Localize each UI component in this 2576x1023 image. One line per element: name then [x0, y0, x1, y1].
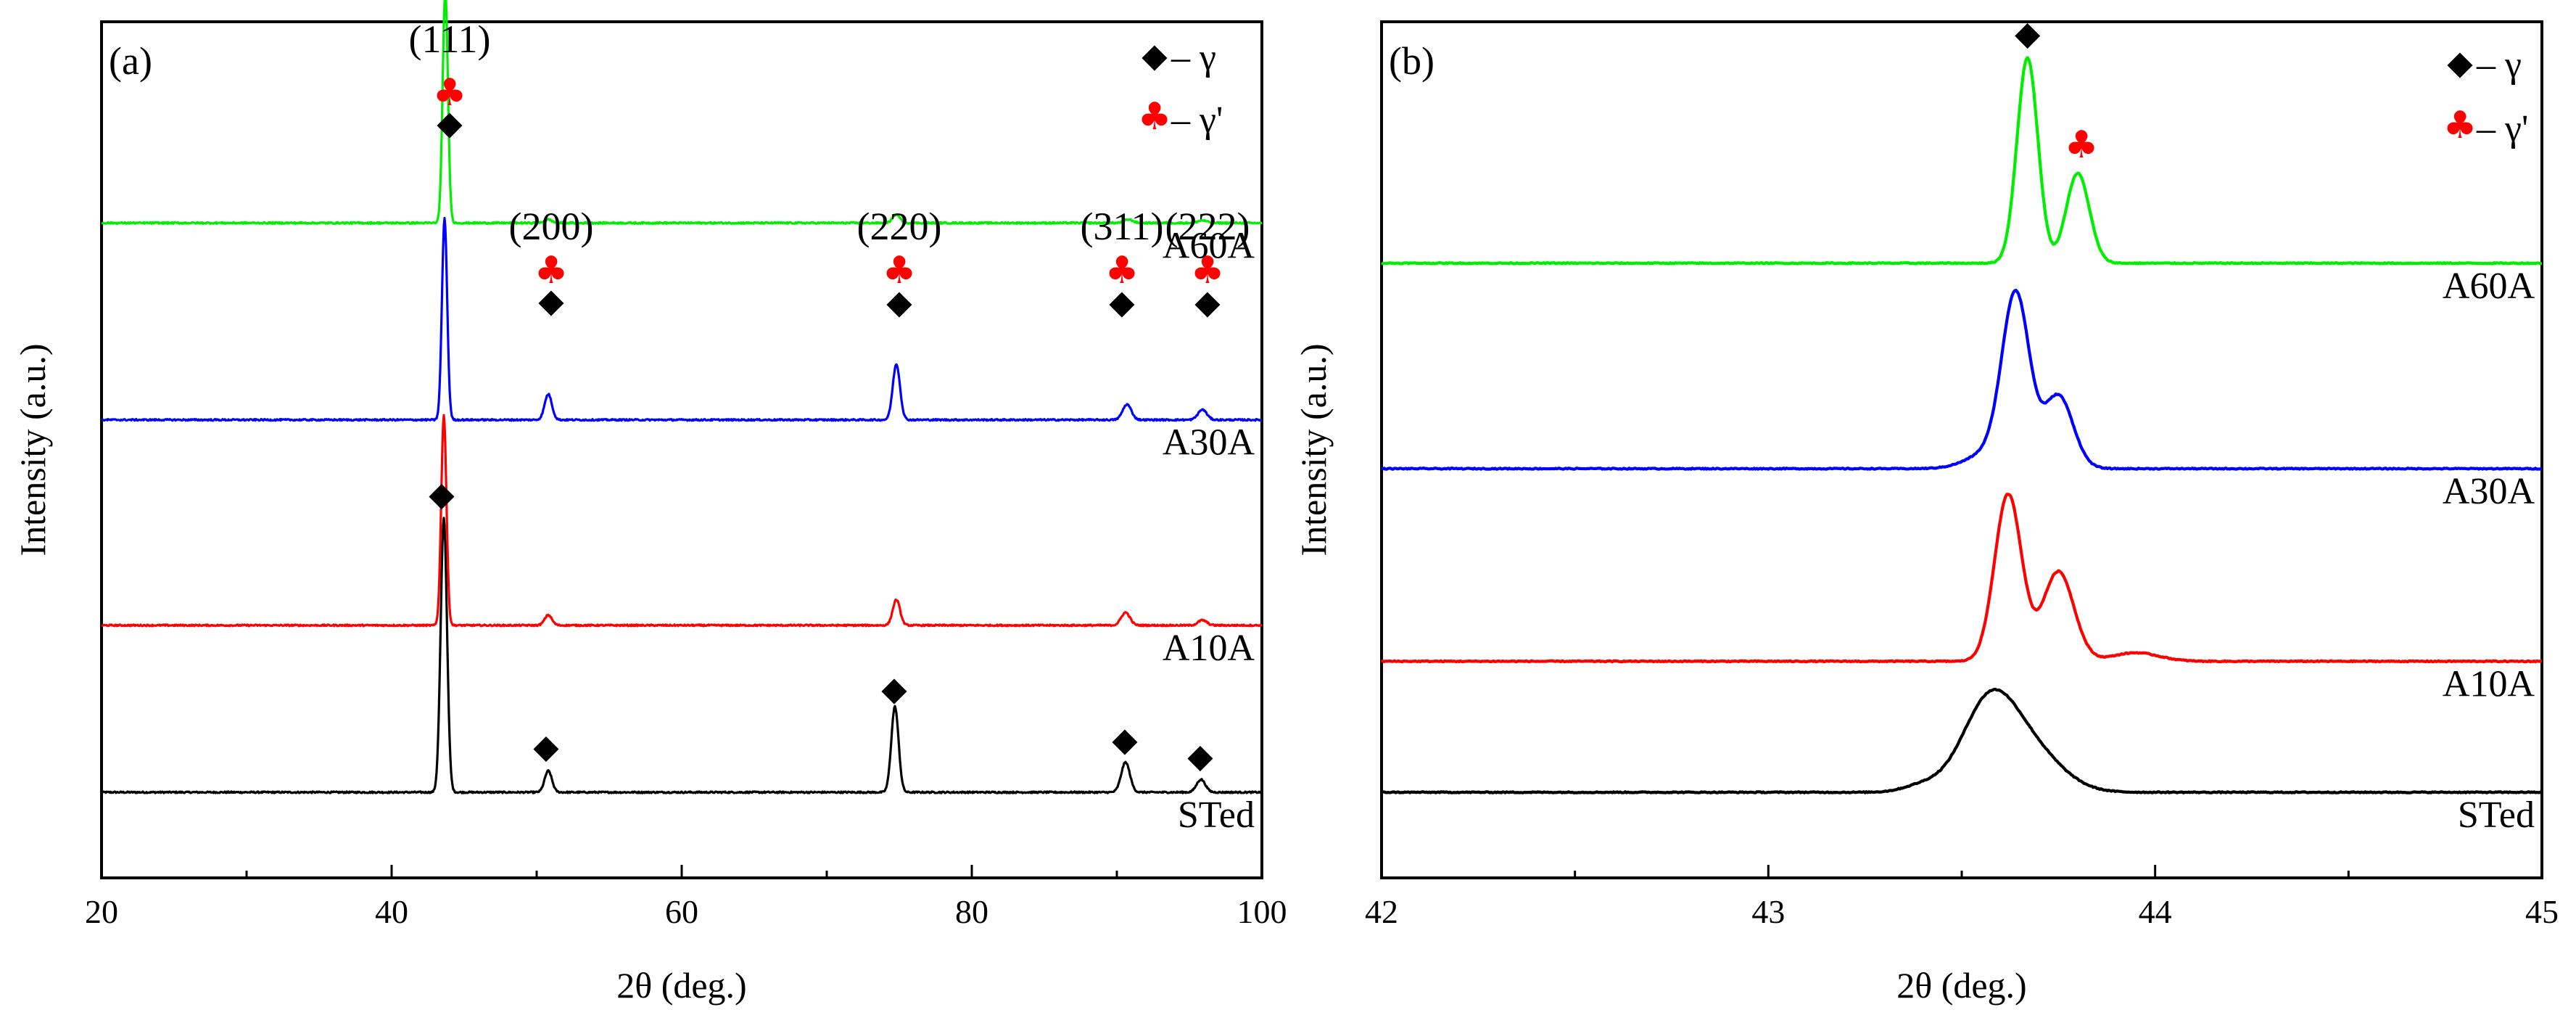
panel-a-hkl-label-311: (311): [1081, 205, 1164, 248]
panel-a-sted-gamma-diamond-icon: ◆: [881, 669, 907, 708]
panel-a-series-line-a10a: [101, 414, 1263, 628]
panel-b-series: STed A10A A30A A60A: [1380, 56, 2543, 836]
panel-b-gamma-diamond-icon: ◆: [2015, 14, 2041, 53]
panel-b-x-ticks: 42 43 44 45: [1365, 865, 2559, 930]
panel-a-tick-label-40: 40: [375, 893, 408, 930]
panel-b-sample-label-a60a: A60A: [2443, 266, 2535, 307]
panel-b-annotations: ◆♣: [2015, 14, 2098, 167]
panel-a-sample-label-a10a: A10A: [1163, 628, 1255, 669]
panel-a-legend-gamma-prime-club-icon: ♣: [1138, 95, 1172, 139]
panel-b-series-line-a10a: [1381, 493, 2543, 664]
panel-a-series-line-a30a: [101, 216, 1263, 422]
panel-b-tick-label-42: 42: [1365, 893, 1398, 930]
panel-b-tick-label-43: 43: [1751, 893, 1785, 930]
panel-b-sample-label-a10a: A10A: [2443, 663, 2535, 704]
panel-b-series-line-a30a: [1381, 288, 2543, 471]
panel-a-hkl-label-111: (111): [409, 17, 491, 61]
panel-a-sted-gamma-diamond-icon: ◆: [1112, 720, 1138, 759]
panel-a-gamma-diamond-icon: ◆: [1194, 282, 1221, 321]
panel-a-sted-gamma-diamond-icon: ◆: [533, 727, 559, 766]
panel-a-gamma-prime-club-icon: ♣: [534, 249, 569, 292]
panel-b-legend: ◆ – γ ♣ – γ': [2443, 43, 2529, 149]
panel-a-tick-label-60: 60: [665, 893, 698, 930]
panel-a-sample-label-a60a: A60A: [1163, 225, 1255, 266]
panel-a-gamma-prime-club-icon: ♣: [883, 249, 917, 292]
panel-a-y-axis-title: Intensity (a.u.): [12, 344, 53, 556]
panel-a-legend-gamma-label: – γ: [1171, 37, 1216, 78]
panel-a-gamma-diamond-icon: ◆: [886, 282, 912, 321]
panel-a-label: (a): [109, 39, 152, 83]
panel-a-tick-label-20: 20: [85, 893, 118, 930]
panel-b-label: (b): [1389, 39, 1434, 83]
panel-a-annotations: (111)♣◆◆(200)♣◆◆(220)♣◆◆(311)♣◆◆(222)♣◆◆: [409, 17, 1250, 775]
panel-a-gamma-diamond-icon: ◆: [437, 103, 463, 142]
panel-a-hkl-label-200: (200): [509, 205, 594, 248]
panel-a-gamma-diamond-icon: ◆: [1109, 282, 1135, 321]
panel-b-legend-gamma-prime-club-icon: ♣: [2443, 104, 2477, 147]
panel-b-legend-gamma-label: – γ: [2476, 44, 2522, 86]
panel-a-frame: [100, 20, 1263, 879]
panel-b-series-line-sted: [1381, 687, 2543, 794]
panel-b-tick-label-45: 45: [2525, 893, 2559, 930]
panel-a-tick-label-80: 80: [955, 893, 988, 930]
panel-b-series-line-a60a: [1380, 56, 2543, 266]
panel-b-tick-label-44: 44: [2139, 893, 2172, 930]
panel-b-y-axis-title: Intensity (a.u.): [1293, 344, 1334, 556]
panel-b-frame: [1380, 20, 2543, 879]
panel-b-x-axis-title: 2θ (deg.): [1896, 965, 2026, 1006]
panel-a-series-line-sted: [101, 517, 1263, 794]
panel-a-x-axis-title: 2θ (deg.): [616, 965, 746, 1006]
panel-a-gamma-prime-club-icon: ♣: [433, 71, 467, 115]
panel-a-sample-label-a30a: A30A: [1163, 422, 1255, 464]
panel-a-gamma-prime-club-icon: ♣: [1191, 249, 1225, 292]
panel-b-sample-label-sted: STed: [2458, 794, 2535, 836]
panel-a-sted-gamma-diamond-icon: ◆: [1187, 736, 1213, 775]
panel-a-sample-label-sted: STed: [1178, 794, 1255, 836]
panel-a-hkl-label-222: (222): [1165, 205, 1250, 248]
panel-a-series: STed A10A A30A A60A: [101, 0, 1263, 836]
panel-b-gamma-prime-club-icon: ♣: [2065, 123, 2099, 167]
panel-a-x-ticks: 20 40 60 80 100: [85, 865, 1287, 930]
panel-a-hkl-label-220: (220): [857, 205, 942, 248]
panel-a-tick-label-100: 100: [1237, 893, 1287, 930]
panel-b-legend-gamma-diamond-icon: ◆: [2447, 43, 2473, 82]
panel-a-sted-gamma-diamond-icon: ◆: [429, 474, 455, 513]
panel-a-gamma-prime-club-icon: ♣: [1105, 249, 1139, 292]
panel-b-legend-gamma-prime-label: – γ': [2476, 108, 2528, 149]
panel-a-gamma-diamond-icon: ◆: [538, 281, 564, 320]
panel-b-sample-label-a30a: A30A: [2443, 471, 2535, 512]
panel-a-legend-gamma-diamond-icon: ◆: [1142, 36, 1168, 75]
panel-a-series-line-a60a: [101, 0, 1263, 225]
panel-a-legend-gamma-prime-label: – γ': [1171, 99, 1223, 141]
panel-a-legend: ◆ – γ ♣ – γ': [1138, 36, 1223, 141]
